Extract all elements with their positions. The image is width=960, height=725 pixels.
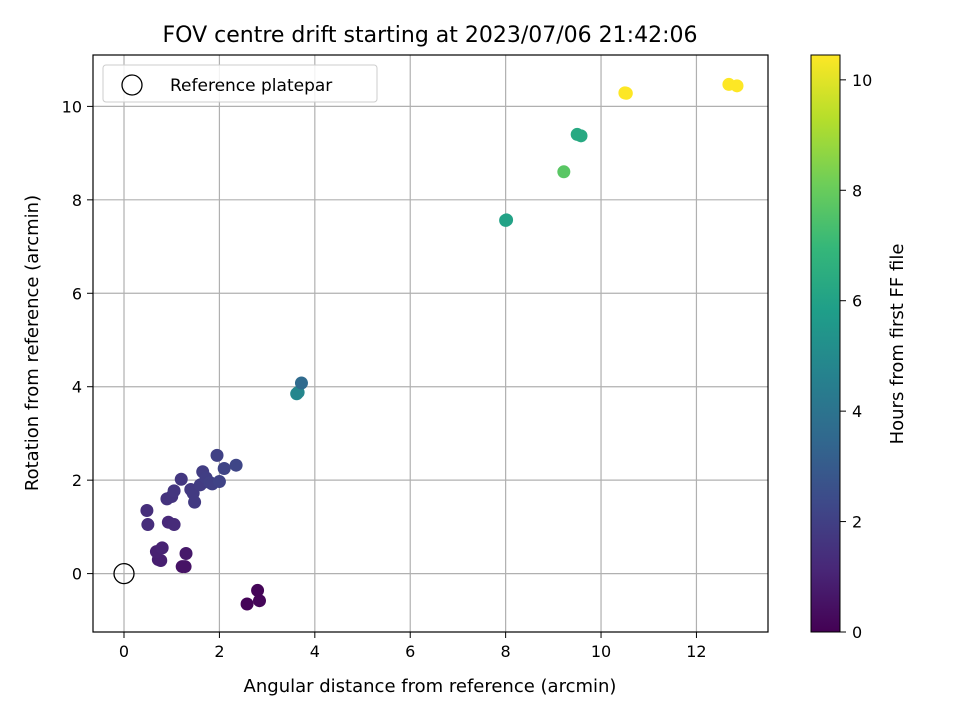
legend-label: Reference platepar bbox=[170, 76, 332, 96]
data-point bbox=[155, 541, 169, 555]
chart-title: FOV centre drift starting at 2023/07/06 … bbox=[163, 23, 698, 48]
colorbar-gradient bbox=[810, 54, 841, 633]
plot-frame bbox=[92, 54, 769, 633]
colorbar-tick-label: 10 bbox=[852, 71, 872, 90]
reference-point bbox=[113, 562, 135, 585]
data-point bbox=[140, 504, 154, 518]
data-point bbox=[141, 518, 155, 532]
data-points bbox=[140, 77, 744, 611]
data-point bbox=[294, 376, 308, 390]
data-point bbox=[212, 475, 226, 489]
x-tick-label: 6 bbox=[405, 642, 415, 661]
data-point bbox=[167, 518, 181, 532]
x-tick-label: 12 bbox=[686, 642, 706, 661]
colorbar-tick-label: 0 bbox=[852, 623, 862, 642]
data-point bbox=[229, 458, 243, 472]
data-point bbox=[557, 165, 571, 179]
data-point bbox=[574, 129, 588, 143]
reference-marker bbox=[113, 562, 135, 585]
data-point bbox=[179, 547, 193, 561]
colorbar: 0 2 4 6 8 10 Hours from first FF file bbox=[810, 54, 908, 642]
data-point bbox=[500, 213, 514, 227]
data-point bbox=[188, 495, 202, 509]
colorbar-tick-label: 6 bbox=[852, 292, 862, 311]
y-tick-label: 0 bbox=[72, 565, 82, 584]
x-tick-label: 4 bbox=[310, 642, 320, 661]
legend: Reference platepar bbox=[102, 64, 378, 103]
y-axis-label: Rotation from reference (arcmin) bbox=[22, 195, 43, 491]
grid-lines bbox=[93, 55, 768, 632]
data-point bbox=[619, 86, 633, 100]
x-tick-label: 10 bbox=[591, 642, 611, 661]
x-tick-label: 8 bbox=[501, 642, 511, 661]
data-point bbox=[252, 594, 266, 608]
x-axis-ticks: 0 2 4 6 8 10 12 bbox=[119, 632, 707, 661]
y-tick-label: 4 bbox=[72, 378, 82, 397]
y-tick-label: 8 bbox=[72, 191, 82, 210]
colorbar-tick-label: 2 bbox=[852, 513, 862, 532]
colorbar-tick-label: 8 bbox=[852, 181, 862, 200]
x-axis-label: Angular distance from reference (arcmin) bbox=[244, 676, 617, 697]
data-point bbox=[174, 472, 188, 486]
legend-box bbox=[102, 64, 378, 103]
data-point bbox=[251, 583, 265, 597]
legend-marker-icon bbox=[121, 74, 143, 96]
y-tick-label: 2 bbox=[72, 471, 82, 490]
y-tick-label: 6 bbox=[72, 284, 82, 303]
data-point bbox=[167, 484, 181, 498]
y-axis-ticks: 0 2 4 6 8 10 bbox=[62, 97, 93, 584]
data-point bbox=[730, 79, 744, 93]
colorbar-ticks: 0 2 4 6 8 10 bbox=[840, 71, 872, 642]
x-tick-label: 2 bbox=[214, 642, 224, 661]
x-tick-label: 0 bbox=[119, 642, 129, 661]
data-point bbox=[178, 560, 192, 574]
data-point bbox=[210, 448, 224, 462]
colorbar-label: Hours from first FF file bbox=[887, 244, 908, 445]
data-point bbox=[240, 597, 254, 611]
y-tick-label: 10 bbox=[62, 97, 82, 116]
data-point bbox=[217, 461, 231, 475]
colorbar-tick-label: 4 bbox=[852, 402, 862, 421]
